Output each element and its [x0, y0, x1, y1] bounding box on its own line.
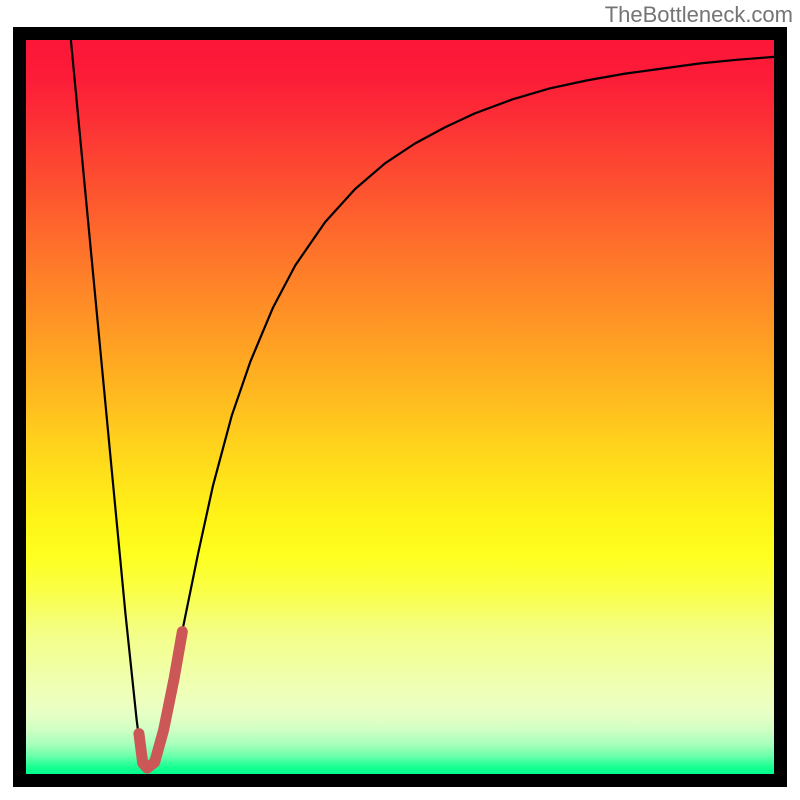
- chart-canvas: TheBottleneck.com: [0, 0, 800, 800]
- attribution-label: TheBottleneck.com: [605, 2, 793, 27]
- plot-gradient-background: [26, 40, 774, 774]
